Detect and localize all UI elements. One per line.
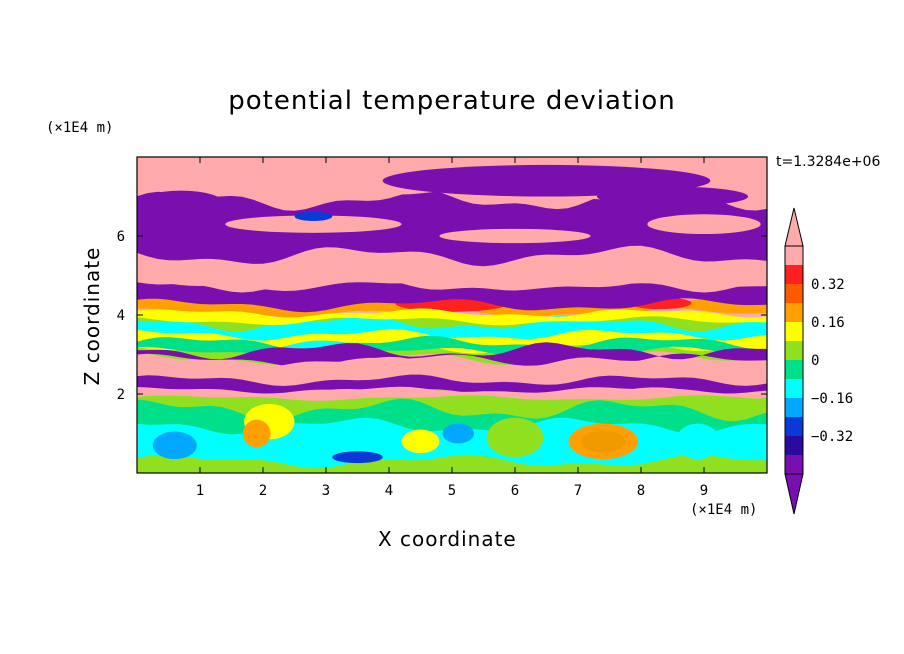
x-tick-label: 2 [259,483,267,499]
colorbar-extend-bottom [784,473,804,515]
x-axis-label: X coordinate [378,527,517,551]
x-tick-label: 4 [385,483,393,499]
x-axis-ticks: 1 2 3 4 5 6 7 8 9 [196,157,708,499]
purple-top-left [137,190,226,219]
purple-layer-2 [137,190,767,267]
colorbar-tick-label: 0.32 [811,277,845,293]
colorbar-tick-label: −0.16 [811,391,853,407]
x-tick-label: 9 [700,483,708,499]
colorbar-segment [785,303,803,322]
colorbar-segment [785,265,803,284]
colorbar: 0.32 0.16 0 −0.16 −0.32 [784,207,853,515]
colorbar-tick-label: 0.16 [811,315,845,331]
eddy-green-1 [486,417,544,458]
colorbar-segment [785,379,803,398]
colorbar-segment [785,341,803,360]
eddy-lblue-2 [442,423,475,444]
colorbar-segment [785,436,803,455]
pink-layer-1 [137,246,767,291]
eddy-blue-1 [332,451,383,464]
eddy-yellow-2 [401,429,440,454]
x-tick-label: 1 [196,483,204,499]
eddy-lblue-1 [152,431,197,460]
x-tick-label: 3 [322,483,330,499]
time-label: t=1.3284e+06 [776,154,881,170]
x-tick-label: 6 [511,483,519,499]
colorbar-tick-label: −0.32 [811,429,853,445]
eddy-orange-2 [242,419,271,448]
x-tick-label: 5 [448,483,456,499]
y-tick-label: 4 [117,308,125,324]
y-unit-label: (×1E4 m) [46,120,114,136]
purple-top-right [596,186,749,207]
chart-title: potential temperature deviation [228,86,676,116]
eddy-orange-core [581,430,626,453]
pink-lens-3 [647,214,761,235]
eddy-upper-1 [294,211,333,221]
colorbar-segment [785,398,803,417]
colorbar-segment [785,417,803,436]
warm-yellow [137,308,767,326]
colorbar-segment [785,360,803,379]
x-tick-label: 7 [574,483,582,499]
contour-field [137,157,767,473]
colorbar-segment [785,246,803,265]
colorbar-frame [784,245,804,475]
lower-pink-2 [137,386,767,401]
y-axis-ticks: 2 4 6 [117,229,767,403]
y-tick-label: 2 [117,387,125,403]
pink-lens-2 [439,228,591,244]
x-tick-label: 8 [637,483,645,499]
y-tick-label: 6 [117,229,125,245]
colorbar-segment [785,284,803,303]
colorbar-segment [785,455,803,474]
eddy-cyan-1 [675,423,720,460]
colorbar-tick-label: 0 [811,353,819,369]
pink-lens-1 [225,215,402,233]
colorbar-extend-top [784,207,804,247]
x-unit-label: (×1E4 m) [690,502,758,518]
colorbar-segment [785,322,803,341]
